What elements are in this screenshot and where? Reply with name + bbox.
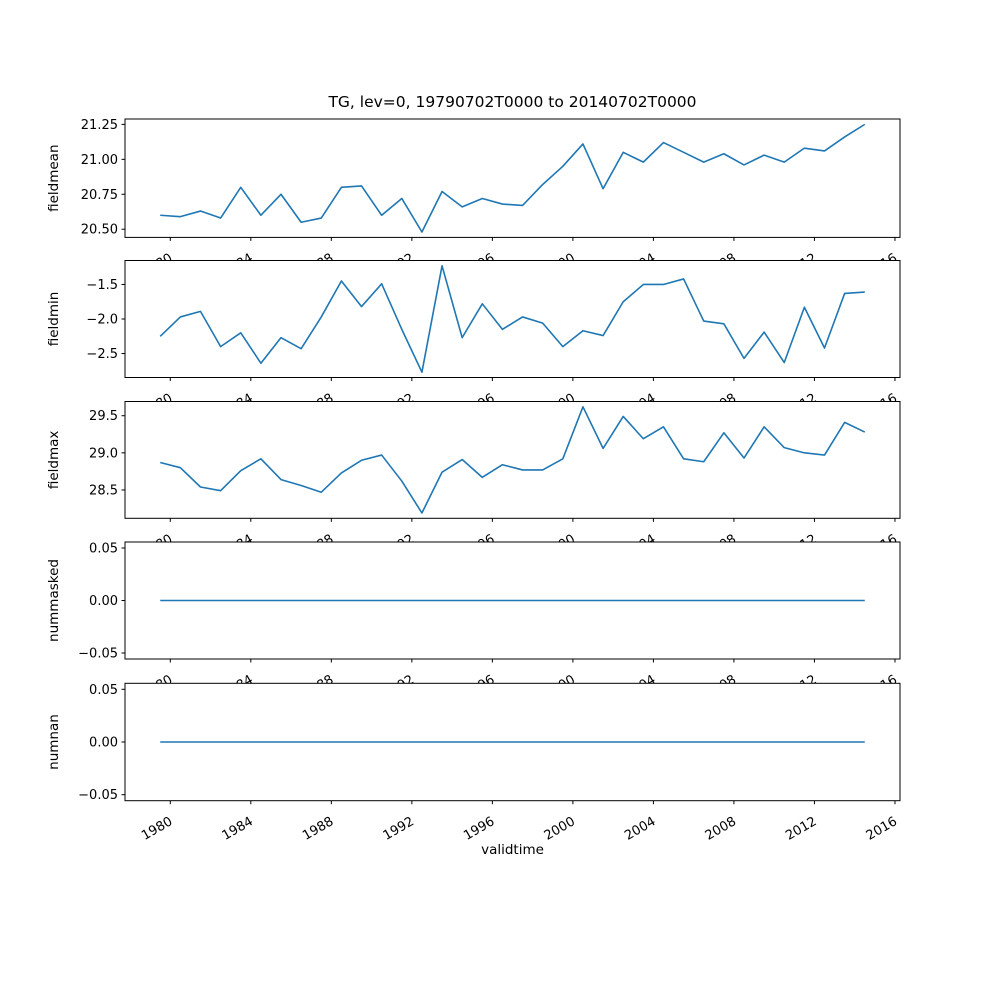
x-axis-label: validtime bbox=[481, 842, 544, 858]
x-tick-label: 2012 bbox=[783, 814, 819, 844]
axes-frame bbox=[124, 118, 901, 238]
fieldmin-line bbox=[159, 265, 865, 373]
y-tick-label: −0.05 bbox=[78, 788, 118, 803]
y-tick-label: 29.0 bbox=[89, 446, 118, 461]
x-tick-label: 1980 bbox=[139, 814, 175, 844]
y-tick-label: 0.00 bbox=[89, 736, 118, 751]
axes-frame bbox=[124, 401, 901, 519]
x-tick-label: 1992 bbox=[381, 814, 417, 844]
y-tick-label: 29.5 bbox=[89, 409, 118, 424]
y-axis-label-fieldmax: fieldmax bbox=[46, 431, 62, 490]
y-axis-label-numnan: numnan bbox=[46, 714, 62, 770]
x-tick-label: 2000 bbox=[542, 814, 578, 844]
fieldmax-line bbox=[160, 406, 866, 514]
x-tick-label: 1988 bbox=[300, 814, 336, 844]
y-tick-label: 28.5 bbox=[89, 483, 118, 498]
subplot-fieldmin: −2.5−2.0−1.51980198419881992199620002004… bbox=[46, 260, 901, 421]
y-tick-label: −2.0 bbox=[86, 313, 118, 328]
subplot-nummasked: −0.050.000.05198019841988199219962000200… bbox=[46, 541, 901, 702]
subplot-fieldmax: 28.529.029.51980198419881992199620002004… bbox=[46, 401, 901, 561]
x-tick-label: 2004 bbox=[622, 814, 658, 844]
y-tick-label: 0.05 bbox=[89, 683, 118, 698]
x-tick-label: 2016 bbox=[864, 814, 900, 844]
x-tick-label: 1984 bbox=[220, 814, 256, 844]
figure-title: TG, lev=0, 19790702T0000 to 20140702T000… bbox=[328, 93, 697, 111]
y-tick-label: 0.00 bbox=[89, 594, 118, 609]
fieldmean-line bbox=[160, 123, 866, 233]
y-tick-label: 21.25 bbox=[81, 118, 118, 133]
x-tick-label: 2008 bbox=[703, 814, 739, 844]
y-axis-label-nummasked: nummasked bbox=[46, 559, 62, 642]
y-tick-label: 20.50 bbox=[81, 223, 118, 238]
plot-area-background bbox=[125, 401, 900, 519]
subplot-numnan: −0.05 0.00 0.05 1980 1984 1988 1992 1996 2000 200… bbox=[46, 682, 901, 844]
y-axis-label-fieldmean: fieldmean bbox=[46, 144, 62, 211]
y-tick-label: 0.05 bbox=[89, 541, 118, 556]
subplot-fieldmean: 20.5020.7521.0021.2519801984198819921996… bbox=[46, 118, 901, 280]
y-tick-label: −2.5 bbox=[86, 347, 118, 362]
y-axis-label-fieldmin: fieldmin bbox=[46, 292, 62, 347]
plot-area-background bbox=[125, 260, 900, 378]
y-tick-label: −0.05 bbox=[78, 647, 118, 662]
y-tick-label: −1.5 bbox=[86, 278, 118, 293]
y-tick-label: 21.00 bbox=[81, 153, 118, 168]
y-tick-label: 20.75 bbox=[81, 188, 118, 203]
plot-area-background bbox=[125, 119, 900, 238]
x-tick-label: 1996 bbox=[461, 814, 497, 844]
